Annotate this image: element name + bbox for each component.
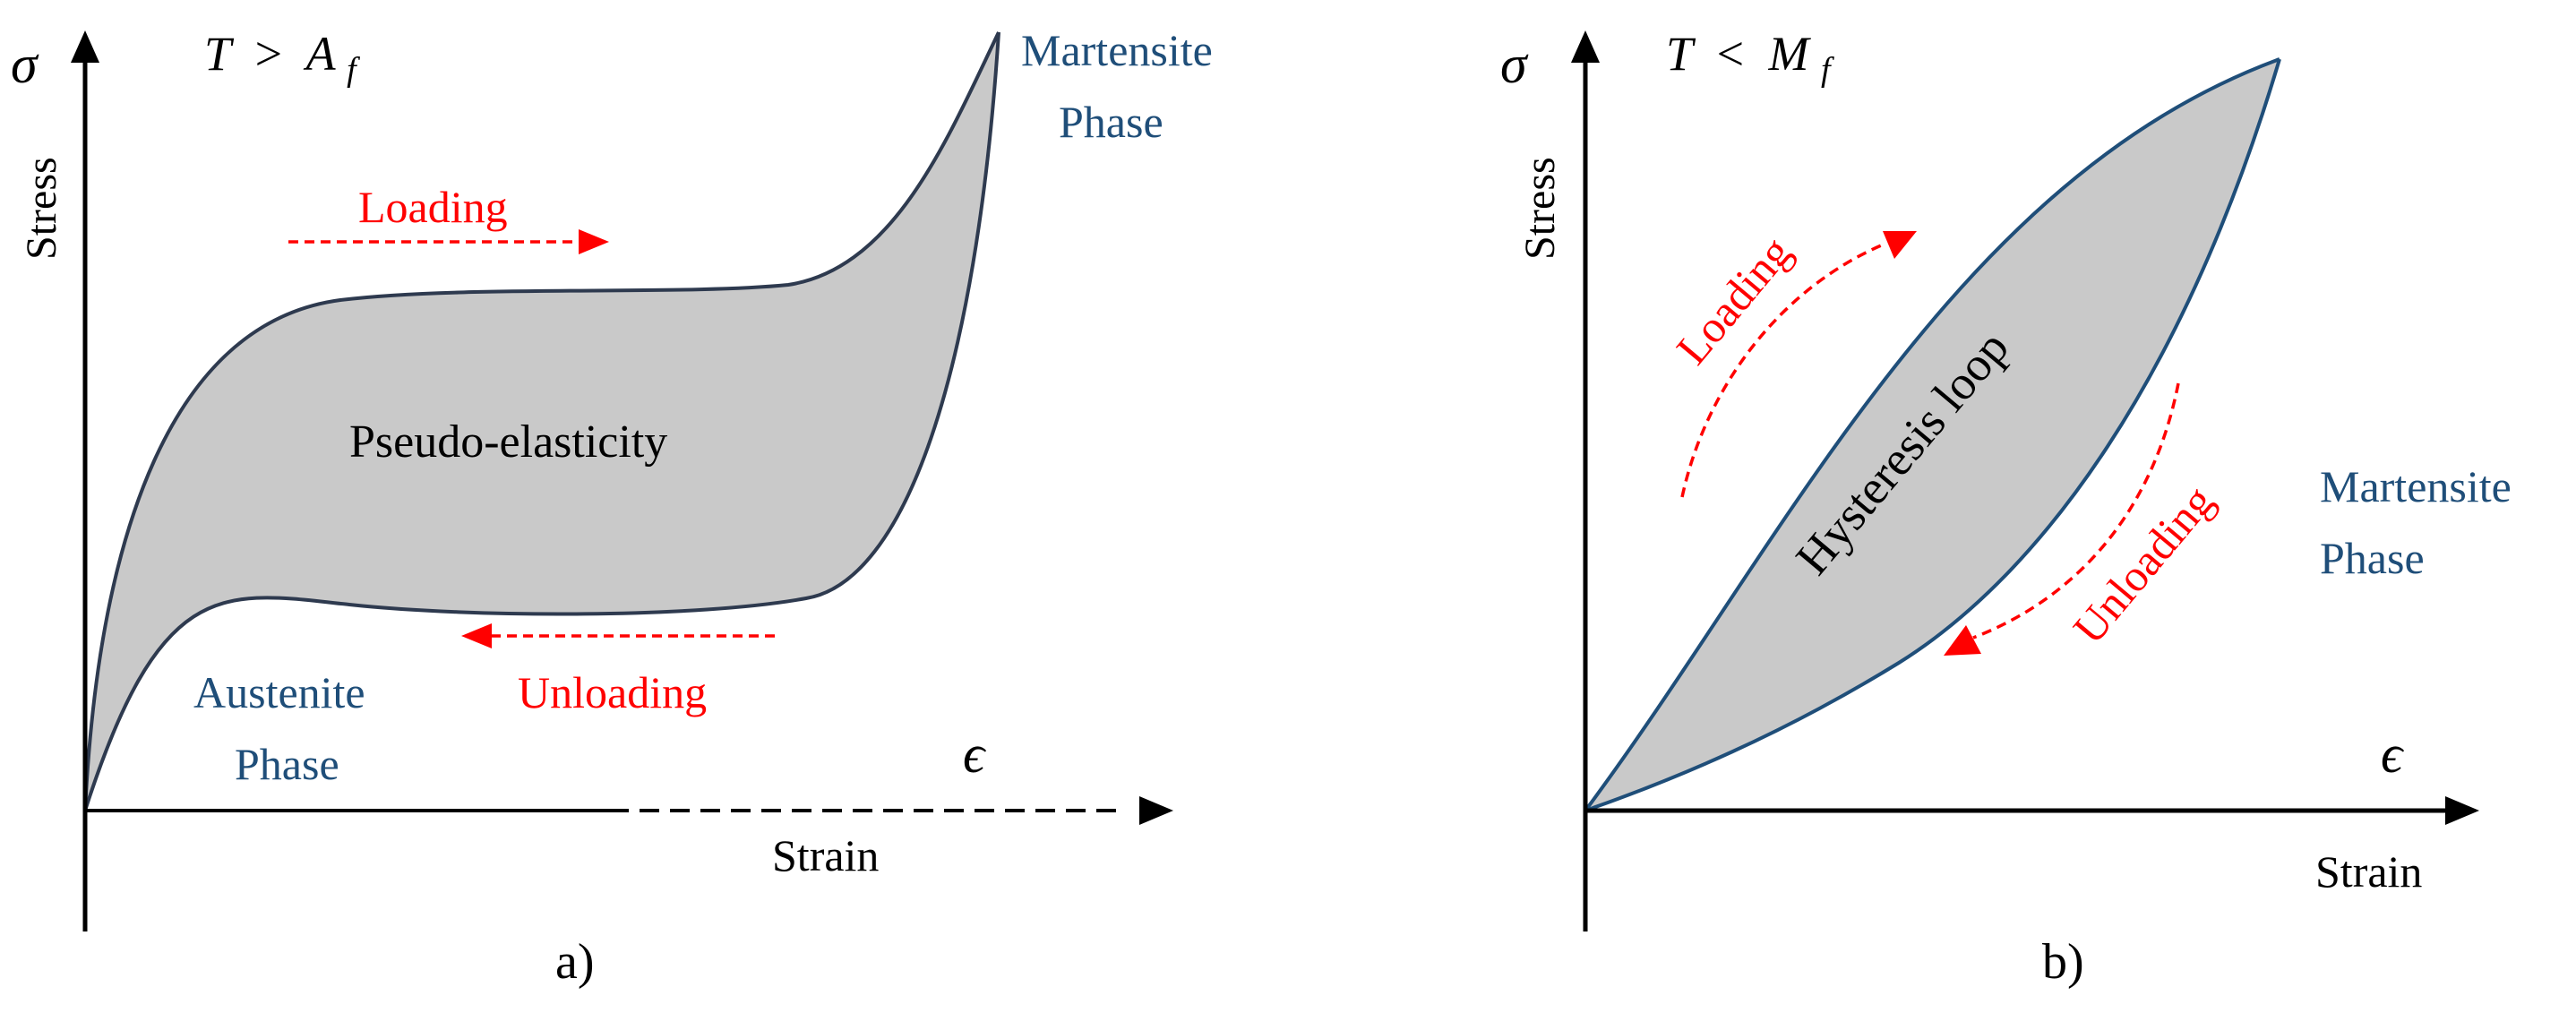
- unloading-arc-arrowhead: [1944, 625, 1981, 656]
- condition-subscript: f: [347, 51, 360, 89]
- hysteresis-region: [1585, 59, 2280, 811]
- y-axis-arrowhead: [71, 30, 99, 63]
- condition-operator: >: [255, 27, 282, 81]
- loading-arc-arrowhead: [1883, 231, 1917, 259]
- caption-b: b): [2042, 934, 2084, 990]
- unloading-arc-arrow: [1972, 382, 2180, 640]
- panel-a: σ Stress T > A f Martensite Phase Loadin…: [11, 25, 1213, 990]
- unloading-curve: [83, 31, 1000, 811]
- loading-arc-arrow: [1680, 242, 1886, 498]
- start-phase-line1: Austenite: [193, 667, 365, 717]
- unloading-arrowhead: [461, 623, 492, 648]
- x-axis-label-b: Strain: [2315, 846, 2422, 897]
- end-phase-line1: Martensite: [1021, 25, 1213, 75]
- unloading-curve-b: [1584, 58, 2281, 812]
- y-axis-label-b: Stress: [1516, 157, 1564, 260]
- temperature-condition-b: T < M f: [1666, 27, 1834, 89]
- condition-variable: A: [304, 27, 337, 81]
- condition-subscript-b: f: [1821, 51, 1834, 89]
- condition-operator-b: <: [1717, 27, 1744, 81]
- x-symbol: ϵ: [963, 725, 987, 784]
- x-axis-arrowhead-b: [2445, 796, 2479, 825]
- caption-a: a): [555, 934, 595, 990]
- condition-t-b: T: [1666, 27, 1696, 81]
- condition-t: T: [204, 27, 235, 81]
- loading-curve-b: [1584, 57, 2280, 812]
- y-axis-arrowhead-b: [1571, 30, 1600, 63]
- y-symbol-b: σ: [1500, 35, 1529, 94]
- end-phase-line2-b: Phase: [2320, 533, 2425, 583]
- loading-label-b: Loading: [1667, 227, 1801, 373]
- pseudo-elasticity-region: [85, 32, 999, 811]
- x-axis-label: Strain: [772, 830, 879, 880]
- x-axis-arrowhead: [1139, 796, 1173, 825]
- x-symbol-b: ϵ: [2381, 725, 2405, 784]
- start-phase-line2: Phase: [235, 739, 339, 789]
- region-label: Pseudo-elasticity: [349, 416, 667, 468]
- panel-b: σ Stress T < M f Loading Hysteresis loop…: [1500, 27, 2512, 990]
- unloading-label-b: Unloading: [2064, 476, 2224, 653]
- loading-label: Loading: [358, 182, 508, 232]
- temperature-condition: T > A f: [204, 27, 360, 89]
- y-symbol: σ: [11, 35, 39, 94]
- end-phase-line1-b: Martensite: [2320, 461, 2512, 511]
- condition-variable-b: M: [1768, 27, 1812, 81]
- y-axis-label: Stress: [18, 157, 65, 260]
- end-phase-line2: Phase: [1059, 97, 1163, 147]
- unloading-label: Unloading: [518, 667, 707, 717]
- loading-arrowhead: [579, 229, 609, 254]
- loading-curve: [83, 31, 1000, 811]
